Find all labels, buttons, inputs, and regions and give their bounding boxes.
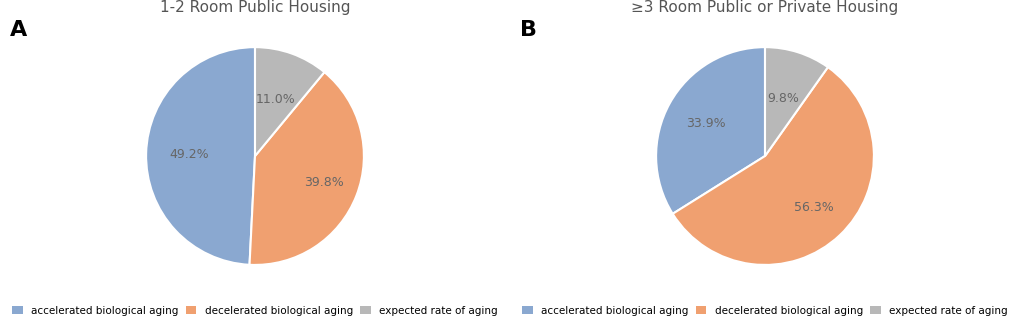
Wedge shape <box>146 47 255 265</box>
Text: 33.9%: 33.9% <box>686 117 726 130</box>
Text: 9.8%: 9.8% <box>766 93 798 106</box>
Wedge shape <box>673 67 873 265</box>
Legend: accelerated biological aging, decelerated biological aging, expected rate of agi: accelerated biological aging, decelerate… <box>522 305 1007 315</box>
Title: 1-2 Room Public Housing: 1-2 Room Public Housing <box>160 0 350 15</box>
Wedge shape <box>250 72 364 265</box>
Wedge shape <box>764 47 827 156</box>
Legend: accelerated biological aging, decelerated biological aging, expected rate of agi: accelerated biological aging, decelerate… <box>12 305 497 315</box>
Wedge shape <box>255 47 324 156</box>
Title: ≥3 Room Public or Private Housing: ≥3 Room Public or Private Housing <box>631 0 898 15</box>
Text: 49.2%: 49.2% <box>170 148 209 161</box>
Text: A: A <box>10 20 28 40</box>
Text: 56.3%: 56.3% <box>793 201 833 214</box>
Wedge shape <box>655 47 764 214</box>
Text: 11.0%: 11.0% <box>255 93 294 106</box>
Text: B: B <box>520 20 537 40</box>
Text: 39.8%: 39.8% <box>304 176 343 189</box>
